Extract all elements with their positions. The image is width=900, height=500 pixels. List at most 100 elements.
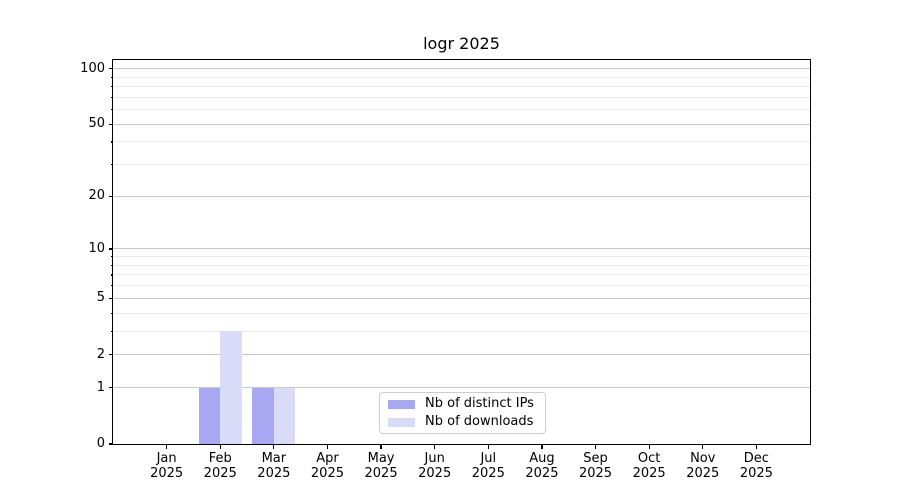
gridline-minor: [113, 141, 810, 143]
x-tick: [702, 445, 704, 449]
x-tick-label: May 2025: [336, 451, 426, 481]
y-tick-minor: [110, 96, 113, 98]
bar-feb-series1: [220, 331, 242, 444]
y-tick-minor: [110, 274, 113, 276]
chart-title: logr 2025: [423, 34, 500, 53]
x-tick-label-year: 2025: [364, 466, 398, 481]
x-tick-label-month: Jun: [424, 451, 445, 466]
x-tick: [541, 445, 543, 449]
x-tick-label-year: 2025: [739, 466, 773, 481]
gridline-minor: [113, 86, 810, 88]
x-tick-label-year: 2025: [418, 466, 452, 481]
y-tick: [108, 248, 113, 250]
gridline-major: [113, 68, 810, 70]
x-tick-label-month: Jul: [480, 451, 497, 466]
legend: Nb of distinct IPs Nb of downloads: [379, 392, 546, 434]
y-tick: [108, 297, 113, 299]
x-tick-label: Dec 2025: [711, 451, 801, 481]
gridline-minor: [113, 164, 810, 166]
x-tick-label: Apr 2025: [282, 451, 372, 481]
x-tick-label-month: Nov: [690, 451, 716, 466]
gridline-minor: [113, 96, 810, 98]
x-tick-label-year: 2025: [632, 466, 666, 481]
x-tick-label-month: May: [367, 451, 395, 466]
x-tick-label: Mar 2025: [229, 451, 319, 481]
x-tick-label-month: Feb: [208, 451, 232, 466]
gridline-minor: [113, 109, 810, 111]
y-tick: [108, 123, 113, 125]
gridline-major: [113, 123, 810, 125]
x-tick-label-year: 2025: [471, 466, 505, 481]
y-tick-minor: [110, 264, 113, 266]
gridline-major: [113, 354, 810, 356]
x-tick-label-year: 2025: [686, 466, 720, 481]
y-tick-minor: [110, 86, 113, 88]
legend-swatch-downloads: [388, 417, 415, 427]
y-tick-minor: [110, 285, 113, 287]
legend-label-downloads: Nb of downloads: [425, 414, 534, 429]
y-tick-label: 100: [80, 60, 105, 76]
gridline-major: [113, 297, 810, 299]
x-tick-label-year: 2025: [578, 466, 613, 481]
bar-mar-series1: [273, 387, 296, 444]
y-tick-label: 10: [88, 240, 105, 256]
x-tick: [487, 445, 489, 449]
x-tick-label-year: 2025: [310, 466, 344, 481]
x-tick-label: Oct 2025: [604, 451, 694, 481]
legend-item-downloads: Nb of downloads: [388, 415, 537, 429]
y-tick-label: 50: [88, 116, 105, 132]
y-tick: [108, 387, 113, 389]
x-tick-label: Sep 2025: [551, 451, 641, 481]
x-tick-label-month: Sep: [583, 451, 608, 466]
gridline-minor: [113, 330, 810, 332]
y-tick-label: 0: [96, 436, 105, 451]
x-tick-label: Jan 2025: [122, 451, 212, 481]
gridline-minor: [113, 76, 810, 78]
x-tick-label-year: 2025: [203, 466, 237, 481]
y-tick-label: 20: [88, 188, 105, 204]
y-tick: [108, 195, 113, 197]
y-tick-minor: [110, 141, 113, 143]
y-tick: [108, 354, 113, 356]
gridline-minor: [113, 285, 810, 287]
x-tick: [380, 445, 382, 449]
legend-item-distinct-ips: Nb of distinct IPs: [388, 397, 537, 411]
y-tick-label: 2: [96, 346, 105, 362]
y-tick: [108, 443, 113, 445]
y-tick-minor: [110, 312, 113, 314]
x-tick-label-year: 2025: [150, 466, 184, 481]
x-tick-label: Aug 2025: [497, 451, 587, 481]
y-tick-minor: [110, 330, 113, 332]
bar-feb-series0: [198, 387, 221, 444]
y-tick: [108, 68, 113, 70]
x-tick-label-month: Oct: [637, 451, 661, 466]
x-tick-label: Jul 2025: [443, 451, 533, 481]
x-tick-label-month: Jan: [156, 451, 177, 466]
x-tick-label-month: Aug: [529, 451, 555, 466]
x-tick: [434, 445, 436, 449]
legend-label-distinct-ips: Nb of distinct IPs: [425, 396, 534, 411]
gridline-minor: [113, 264, 810, 266]
x-tick-label-month: Apr: [316, 451, 339, 466]
x-tick-label-month: Mar: [261, 451, 287, 466]
y-tick-minor: [110, 76, 113, 78]
y-tick-minor: [110, 164, 113, 166]
gridline-minor: [113, 256, 810, 258]
bar-mar-series0: [252, 387, 274, 444]
gridline-minor: [113, 274, 810, 276]
y-tick-label: 5: [96, 290, 105, 306]
gridline-major: [113, 195, 810, 197]
y-tick-label: 1: [96, 379, 105, 395]
x-tick: [219, 445, 221, 449]
x-tick-label: Nov 2025: [658, 451, 748, 481]
x-tick: [326, 445, 329, 449]
gridline-major: [113, 248, 810, 250]
x-tick: [755, 445, 757, 449]
x-tick-label-year: 2025: [257, 466, 291, 481]
x-tick: [166, 445, 168, 449]
x-tick-label-month: Dec: [743, 451, 769, 466]
legend-swatch-distinct-ips: [388, 399, 415, 409]
x-tick-label-year: 2025: [525, 466, 559, 481]
x-tick-label: Feb 2025: [175, 451, 265, 481]
